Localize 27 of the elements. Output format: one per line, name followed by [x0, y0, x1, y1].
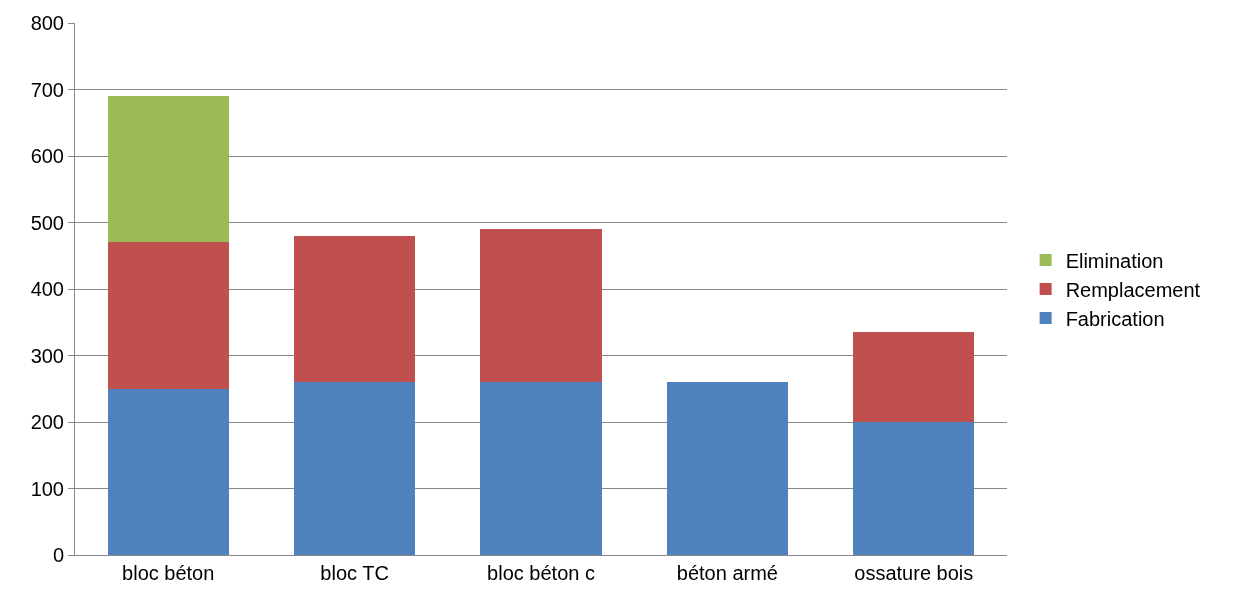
y-tick-label: 0 — [52, 544, 64, 566]
bar — [480, 382, 602, 555]
y-tick-label: 400 — [30, 278, 64, 300]
x-tick-label: bloc béton c — [487, 562, 595, 584]
y-tick-label: 700 — [30, 78, 64, 101]
legend-label: Elimination — [1065, 249, 1164, 272]
x-tick-label: ossature bois — [854, 562, 974, 584]
y-tick-label: 300 — [30, 344, 64, 367]
bar — [666, 382, 788, 555]
bar — [294, 382, 416, 555]
y-tick-label: 200 — [30, 411, 64, 433]
legend-label: Remplacement — [1065, 278, 1201, 301]
bar — [107, 388, 229, 555]
y-tick-label: 800 — [30, 12, 64, 34]
x-tick-label: bloc TC — [320, 562, 389, 584]
bar — [107, 96, 229, 243]
x-tick-label: bloc béton — [122, 562, 215, 584]
y-tick-label: 500 — [30, 211, 64, 234]
bar — [853, 422, 975, 555]
bar — [107, 242, 229, 389]
bar — [294, 235, 416, 383]
legend-label: Fabrication — [1065, 307, 1165, 330]
bar — [480, 229, 602, 383]
y-tick-label: 600 — [30, 145, 64, 167]
bar — [853, 332, 975, 422]
y-tick-label: 100 — [30, 477, 64, 500]
x-tick-label: béton armé — [676, 562, 778, 584]
